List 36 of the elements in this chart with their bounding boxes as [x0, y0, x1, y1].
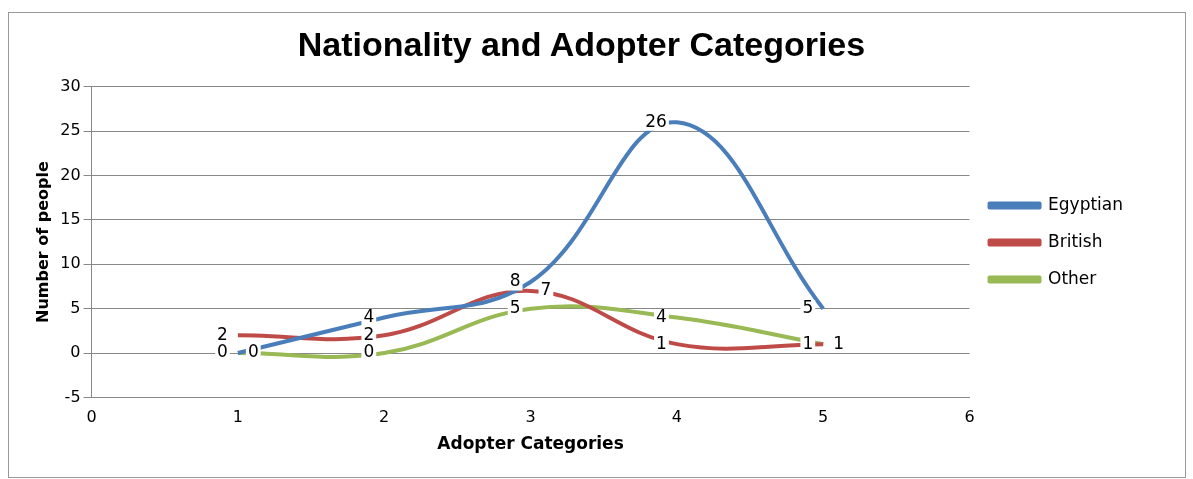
x-tick-label: 6: [964, 407, 975, 427]
data-label: 26: [645, 110, 667, 131]
data-label: 0: [363, 341, 375, 362]
legend-label: Egyptian: [1048, 193, 1123, 214]
y-axis-title: Number of people: [32, 161, 52, 324]
data-label: 1: [656, 332, 667, 353]
data-label: 1: [833, 332, 845, 353]
y-tick-label: 0: [70, 342, 81, 362]
legend-label: British: [1048, 230, 1103, 251]
x-tick-label: 1: [232, 407, 243, 427]
data-label: 4: [656, 305, 667, 326]
data-label: 4: [363, 305, 375, 326]
data-label: 5: [802, 297, 814, 318]
x-tick-label: 4: [671, 407, 682, 427]
data-label: 0: [217, 341, 228, 362]
x-tick-label: 2: [379, 407, 390, 427]
data-label: 7: [540, 279, 552, 300]
x-tick-label: 5: [818, 407, 829, 427]
x-tick-label: 3: [525, 407, 536, 427]
chart-title: Nationality and Adopter Categories: [297, 24, 866, 63]
data-label: 2: [217, 323, 228, 344]
y-tick-label: 30: [60, 75, 81, 95]
data-label: 0: [247, 341, 259, 362]
y-tick-label: 25: [60, 120, 81, 140]
data-label: 8: [509, 270, 521, 291]
y-tick-label: 10: [60, 253, 81, 273]
data-label: 5: [509, 297, 521, 318]
legend-label: Other: [1048, 267, 1097, 288]
x-tick-label: 0: [86, 407, 97, 427]
x-axis-title: Adopter Categories: [437, 433, 624, 454]
y-tick-label: -5: [64, 386, 81, 406]
data-label: 1: [802, 332, 814, 353]
y-tick-label: 20: [60, 164, 81, 184]
y-tick-label: 5: [70, 297, 81, 317]
data-label: 2: [363, 323, 375, 344]
y-tick-label: 15: [60, 209, 81, 229]
